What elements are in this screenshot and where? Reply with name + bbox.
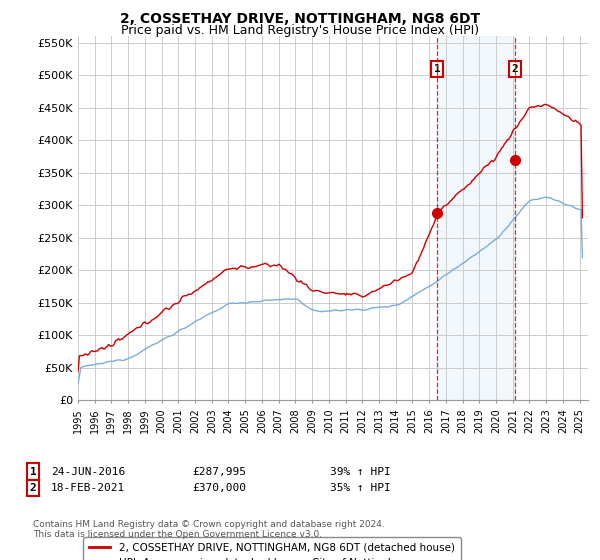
Text: 2: 2 bbox=[511, 64, 518, 74]
Text: 24-JUN-2016: 24-JUN-2016 bbox=[51, 466, 125, 477]
Text: Price paid vs. HM Land Registry's House Price Index (HPI): Price paid vs. HM Land Registry's House … bbox=[121, 24, 479, 36]
Bar bbox=[437, 36, 515, 400]
Text: 35% ↑ HPI: 35% ↑ HPI bbox=[330, 483, 391, 493]
Text: 2, COSSETHAY DRIVE, NOTTINGHAM, NG8 6DT: 2, COSSETHAY DRIVE, NOTTINGHAM, NG8 6DT bbox=[120, 12, 480, 26]
Text: 2: 2 bbox=[29, 483, 37, 493]
Text: 18-FEB-2021: 18-FEB-2021 bbox=[51, 483, 125, 493]
Text: 1: 1 bbox=[434, 64, 440, 74]
Legend: 2, COSSETHAY DRIVE, NOTTINGHAM, NG8 6DT (detached house), HPI: Average price, de: 2, COSSETHAY DRIVE, NOTTINGHAM, NG8 6DT … bbox=[83, 536, 461, 560]
Text: £287,995: £287,995 bbox=[192, 466, 246, 477]
Text: 1: 1 bbox=[29, 466, 37, 477]
Text: 39% ↑ HPI: 39% ↑ HPI bbox=[330, 466, 391, 477]
Text: Contains HM Land Registry data © Crown copyright and database right 2024.
This d: Contains HM Land Registry data © Crown c… bbox=[33, 520, 385, 539]
Text: £370,000: £370,000 bbox=[192, 483, 246, 493]
